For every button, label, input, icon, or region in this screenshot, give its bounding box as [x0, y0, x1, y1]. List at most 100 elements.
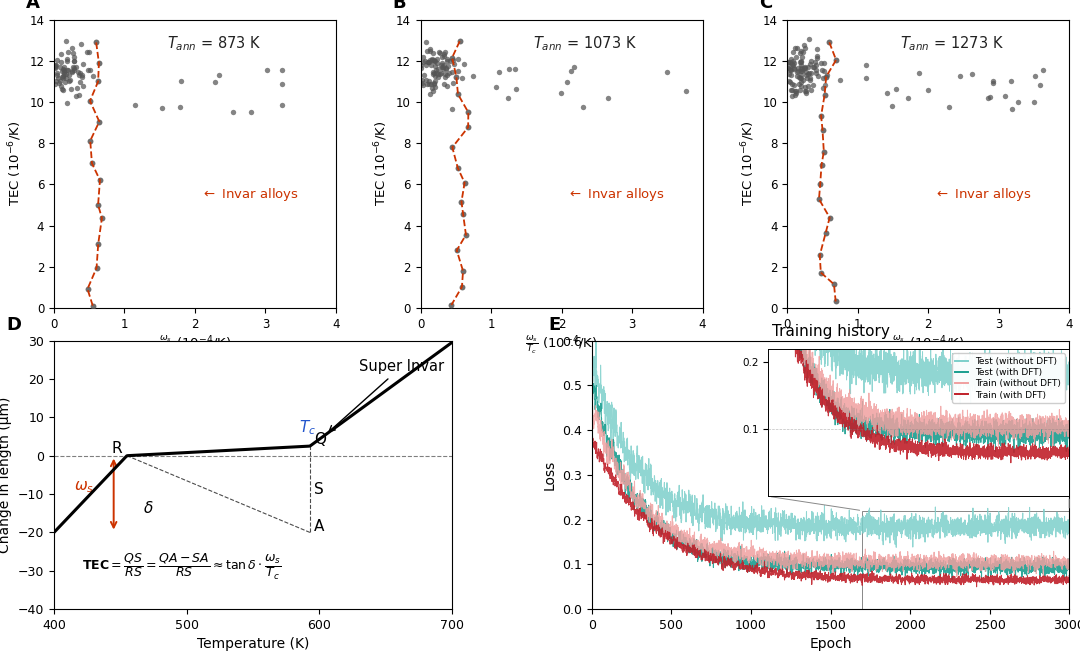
Text: $\delta$: $\delta$ — [143, 500, 153, 516]
Point — [799, 62, 816, 73]
Point — [793, 73, 810, 83]
Point — [940, 102, 957, 112]
Point — [802, 67, 820, 78]
Point — [794, 52, 811, 62]
Point — [797, 88, 814, 98]
Point — [786, 86, 804, 96]
Point — [789, 63, 807, 73]
Point — [58, 56, 76, 66]
Point — [90, 76, 107, 86]
Point — [797, 43, 814, 54]
Point — [799, 81, 816, 92]
Point — [423, 83, 441, 94]
Point — [451, 36, 469, 47]
Point — [423, 55, 441, 66]
Point — [814, 124, 832, 135]
Point — [780, 56, 797, 67]
Point — [812, 111, 829, 121]
Point — [499, 93, 516, 103]
Y-axis label: Loss: Loss — [542, 460, 556, 490]
Point — [64, 48, 81, 58]
Point — [565, 62, 582, 72]
Point — [46, 79, 64, 90]
Point — [558, 77, 576, 87]
Point — [91, 58, 108, 68]
Point — [428, 58, 445, 68]
Point — [500, 64, 517, 74]
Point — [71, 77, 89, 88]
Point — [808, 43, 825, 54]
Point — [75, 81, 92, 91]
Point — [813, 58, 831, 68]
Point — [818, 227, 835, 238]
Point — [801, 75, 819, 85]
Point — [810, 194, 827, 204]
Point — [996, 91, 1013, 102]
Point — [64, 43, 81, 53]
Point — [802, 56, 820, 67]
Point — [83, 158, 100, 168]
Point — [80, 65, 97, 75]
Point — [1010, 97, 1027, 107]
Point — [90, 238, 107, 249]
Point — [445, 59, 462, 69]
Point — [789, 66, 807, 77]
Point — [791, 71, 808, 82]
Point — [413, 60, 430, 70]
Point — [422, 60, 440, 70]
Point — [426, 54, 443, 65]
Point — [787, 86, 805, 96]
Point — [827, 296, 845, 307]
Point — [81, 96, 98, 106]
Point — [424, 69, 442, 79]
Point — [816, 80, 834, 90]
Text: C: C — [759, 0, 772, 12]
Point — [437, 81, 455, 92]
Text: $T_{ann}$ = 1073 K: $T_{ann}$ = 1073 K — [534, 35, 637, 53]
Point — [420, 57, 437, 67]
Point — [449, 89, 467, 100]
Point — [805, 79, 822, 90]
Point — [1035, 65, 1052, 75]
Point — [787, 88, 805, 98]
Point — [421, 55, 438, 66]
Point — [444, 142, 461, 153]
Point — [274, 79, 292, 89]
Point — [806, 57, 823, 67]
Point — [65, 56, 82, 67]
Point — [808, 64, 825, 75]
Point — [809, 71, 826, 81]
Point — [883, 100, 901, 111]
Point — [55, 65, 72, 75]
Point — [57, 73, 75, 83]
Point — [65, 52, 82, 62]
Point — [449, 54, 467, 64]
Point — [414, 75, 431, 85]
Point — [796, 82, 813, 92]
Point — [827, 55, 845, 66]
Point — [796, 62, 813, 73]
Point — [795, 75, 812, 85]
Point — [792, 60, 809, 70]
Point — [87, 263, 105, 273]
Point — [920, 85, 937, 96]
Point — [415, 56, 432, 67]
Point — [793, 57, 810, 67]
Point — [798, 85, 815, 96]
Text: $\omega_s$: $\omega_s$ — [75, 479, 95, 495]
Point — [792, 66, 809, 77]
Point — [441, 68, 458, 79]
Point — [813, 65, 831, 75]
Point — [415, 69, 432, 80]
Point — [424, 67, 442, 77]
Point — [435, 48, 453, 59]
Point — [678, 86, 696, 96]
Point — [436, 79, 454, 90]
Point — [1003, 103, 1021, 114]
Point — [456, 178, 473, 188]
Point — [910, 67, 928, 78]
Point — [821, 212, 838, 223]
Point — [981, 92, 998, 102]
Point — [426, 56, 443, 66]
Point — [442, 56, 459, 66]
